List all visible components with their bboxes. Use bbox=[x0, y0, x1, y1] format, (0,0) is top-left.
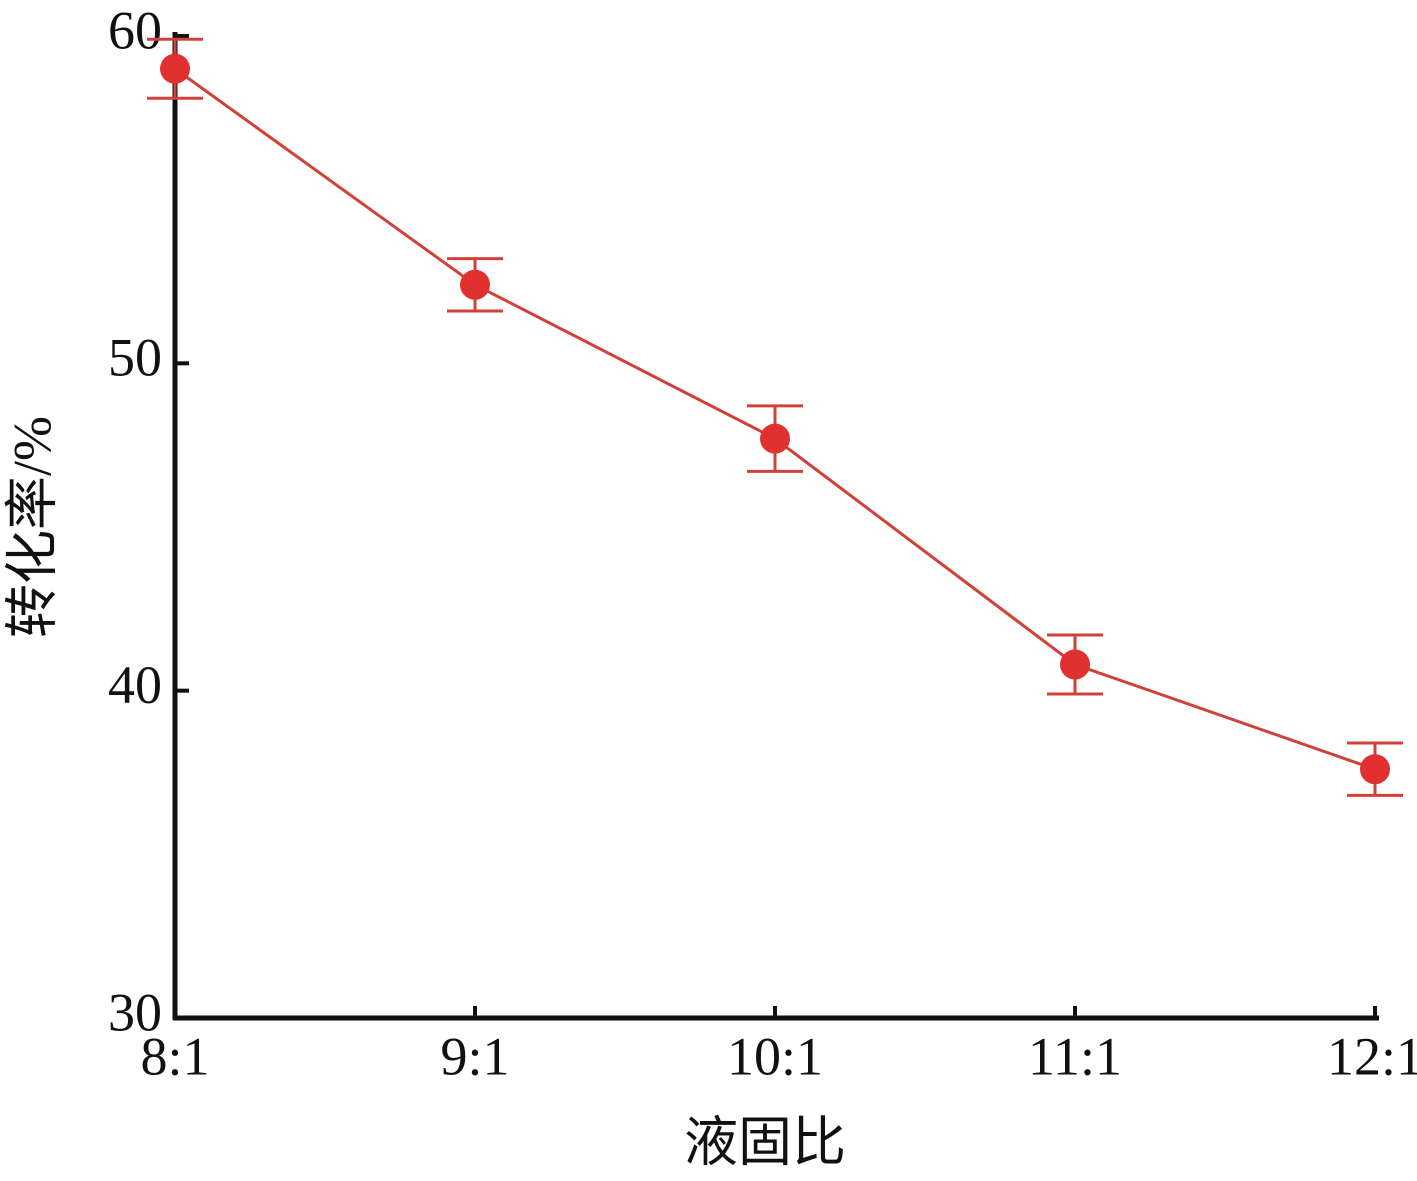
x-tick-label: 10:1 bbox=[727, 1026, 823, 1086]
point bbox=[460, 269, 490, 300]
point bbox=[1060, 649, 1090, 680]
x-tick-label: 12:1 bbox=[1327, 1026, 1417, 1086]
x-tick-label: 11:1 bbox=[1028, 1026, 1122, 1086]
point bbox=[760, 423, 790, 454]
y-axis-label: 转化率/% bbox=[2, 416, 62, 638]
y-tick-label: 40 bbox=[108, 655, 162, 715]
x-axis-label: 液固比 bbox=[684, 1112, 846, 1172]
point bbox=[1360, 754, 1390, 785]
x-tick-label: 8:1 bbox=[140, 1026, 209, 1086]
x-tick-label: 9:1 bbox=[440, 1026, 509, 1086]
point bbox=[160, 53, 190, 84]
y-tick-label: 60 bbox=[108, 0, 162, 60]
y-tick-label: 50 bbox=[108, 328, 162, 388]
y-tick-label: 30 bbox=[108, 982, 162, 1042]
